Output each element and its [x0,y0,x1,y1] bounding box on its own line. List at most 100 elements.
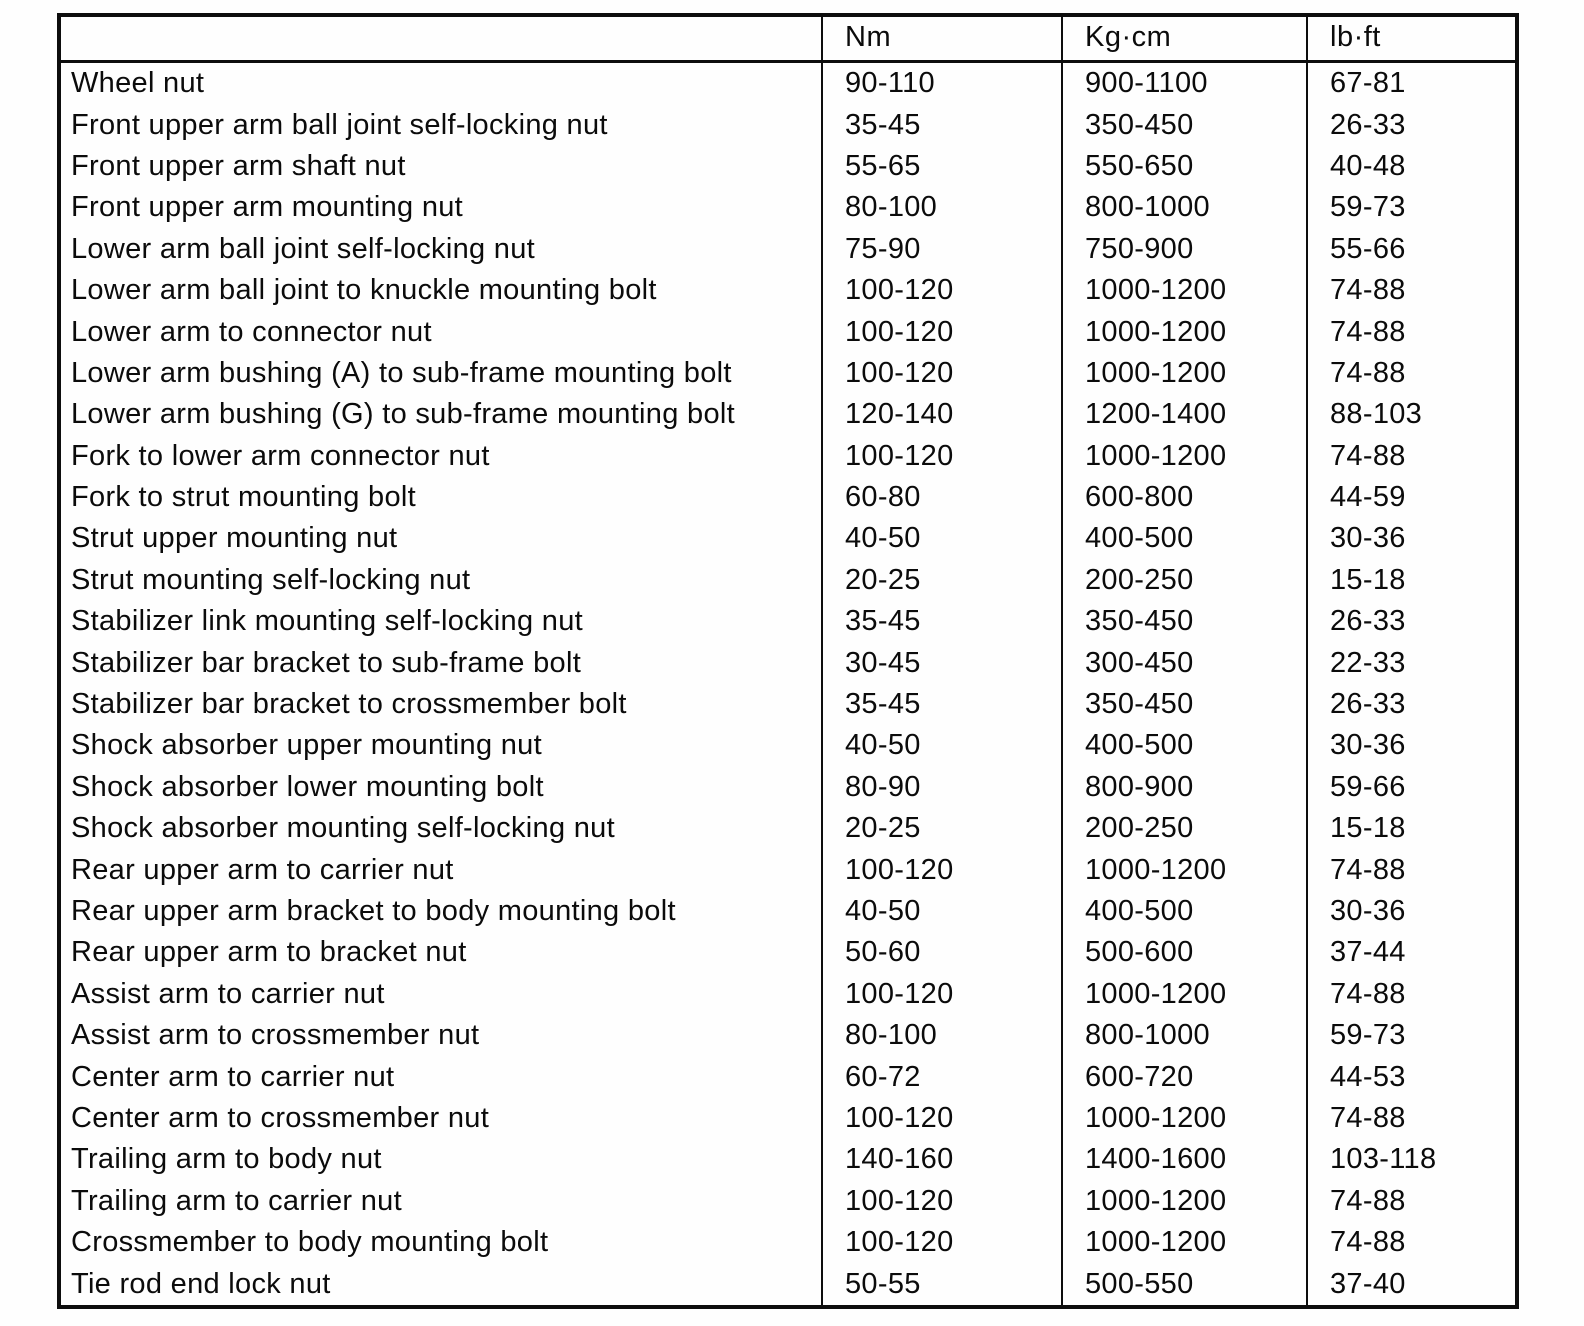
table-row: Assist arm to carrier nut 100-120 1000-120… [59,973,1517,1015]
lbft-cell: 26-33 [1306,683,1517,726]
table-row: Shock absorber upper mounting nut 40-50 40… [59,725,1517,767]
table-row: Lower arm bushing (A) to sub-frame mount… [59,352,1517,395]
lbft-cell: 74-88 [1306,352,1517,395]
name-cell: Rear upper arm bracket to body mounting … [71,895,676,927]
nm-cell: 35-45 [821,683,1062,726]
name-cell: Shock absorber upper mounting nut [71,729,542,762]
table-row: Stabilizer bar bracket to sub-frame bolt… [59,642,1517,684]
name-cell: Stabilizer bar bracket to sub-frame bolt [71,646,582,679]
table-row: Strut mounting self-locking nut 20-25 200-… [59,559,1517,602]
name-cell: Tie rod end lock nut [71,1267,331,1300]
table-row: Fork to lower arm connector nut 100-120 10… [59,435,1517,477]
table-row: Front upper arm mounting nut 80-100 800-10… [59,187,1517,229]
kgcm-cell: 1000-1200 [1061,1097,1307,1140]
name-cell: Lower arm ball joint to knuckle mounting… [71,274,657,307]
nm-cell: 140-160 [821,1139,1062,1181]
name-cell: Front upper arm shaft nut [71,149,406,182]
nm-cell: 75-90 [821,228,1062,270]
nm-cell: 100-120 [821,269,1062,312]
table-row: Shock absorber mounting self-locking nut… [59,808,1517,850]
name-cell: Center arm to carrier nut [71,1060,395,1093]
nm-cell: 80-100 [821,187,1062,229]
name-cell: Lower arm to connector nut [71,315,432,348]
name-cell: Stabilizer link mounting self-locking nu… [71,605,583,638]
lbft-cell: 37-44 [1306,932,1517,974]
kgcm-cell: 1000-1200 [1061,269,1307,312]
nm-cell: 40-50 [821,890,1062,933]
name-cell: Assist arm to crossmember nut [71,1019,480,1052]
nm-cell: 80-90 [821,766,1062,809]
kgcm-cell: 1200-1400 [1061,394,1307,436]
lbft-cell: 55-66 [1306,228,1517,270]
kgcm-cell: 800-1000 [1061,187,1307,229]
lbft-cell: 74-88 [1306,1221,1517,1264]
name-cell: Fork to strut mounting bolt [71,481,416,514]
table-row: Trailing arm to carrier nut 100-120 1000-1… [59,1180,1517,1222]
table-row: Center arm to carrier nut 60-72 600-720 44-… [59,1056,1517,1098]
kgcm-cell: 750-900 [1061,228,1307,270]
kgcm-cell: 1000-1200 [1061,311,1307,353]
lbft-cell: 59-73 [1306,1014,1517,1057]
lbft-cell: 59-73 [1306,187,1517,229]
kgcm-cell: 400-500 [1061,518,1307,560]
table-row: Front upper arm ball joint self-locking … [59,104,1517,146]
lbft-cell: 44-53 [1306,1056,1517,1098]
header-cell-kgcm: Kg·cm [1061,15,1307,63]
lbft-cell: 59-66 [1306,766,1517,809]
name-cell: Trailing arm to body nut [71,1143,382,1176]
nm-cell: 80-100 [821,1014,1062,1057]
kgcm-cell: 550-650 [1061,145,1307,188]
lbft-cell: 26-33 [1306,104,1517,146]
lbft-cell: 74-88 [1306,1097,1517,1140]
kgcm-cell: 350-450 [1061,683,1307,726]
kgcm-cell: 400-500 [1061,725,1307,767]
nm-cell: 40-50 [821,725,1062,767]
nm-cell: 90-110 [821,61,1062,105]
name-cell: Rear upper arm to carrier nut [71,853,454,886]
name-cell: Front upper arm ball joint self-locking … [71,108,608,141]
nm-cell: 100-120 [821,849,1062,891]
header-cell-empty [59,15,822,63]
table-row: Stabilizer link mounting self-locking nu… [59,601,1517,643]
nm-cell: 100-120 [821,311,1062,353]
kgcm-cell: 1000-1200 [1061,352,1307,395]
header-row: Nm Kg·cm lb·ft [59,15,1517,63]
nm-cell: 20-25 [821,559,1062,602]
table-row: Strut upper mounting nut 40-50 400-500 30-3… [59,518,1517,560]
kgcm-cell: 200-250 [1061,559,1307,602]
table-row: Fork to strut mounting bolt 60-80 600-800 4… [59,476,1517,519]
name-cell: Fork to lower arm connector nut [71,439,490,472]
nm-cell: 100-120 [821,1097,1062,1140]
lbft-cell: 15-18 [1306,559,1517,602]
nm-cell: 35-45 [821,601,1062,643]
table-row: Crossmember to body mounting bolt 100-120… [59,1221,1517,1264]
kgcm-cell: 1000-1200 [1061,849,1307,891]
torque-spec-table: Nm Kg·cm lb·ft Wheel nut 90-110 900-1100 67… [57,13,1519,1309]
table-row: Tie rod end lock nut 50-55 500-550 37-40 [59,1263,1517,1307]
name-cell: Shock absorber lower mounting bolt [71,770,544,803]
kgcm-cell: 300-450 [1061,642,1307,684]
kgcm-cell: 600-720 [1061,1056,1307,1098]
table-row: Wheel nut 90-110 900-1100 67-81 [59,61,1517,105]
lbft-cell: 74-88 [1306,311,1517,353]
nm-cell: 100-120 [821,1180,1062,1222]
header-cell-nm: Nm [821,15,1062,63]
kgcm-cell: 350-450 [1061,104,1307,146]
table-row: Lower arm to connector nut 100-120 1000-12… [59,311,1517,353]
nm-cell: 20-25 [821,808,1062,850]
nm-cell: 50-60 [821,932,1062,974]
name-cell: Stabilizer bar bracket to crossmember bo… [71,688,627,721]
table-header: Nm Kg·cm lb·ft [59,15,1517,63]
table-row: Front upper arm shaft nut 55-65 550-650 40-… [59,145,1517,188]
table-row: Trailing arm to body nut 140-160 1400-1600… [59,1139,1517,1181]
name-cell: Shock absorber mounting self-locking nut [71,812,615,845]
name-cell: Strut upper mounting nut [71,522,398,555]
kgcm-cell: 350-450 [1061,601,1307,643]
kgcm-cell: 800-900 [1061,766,1307,809]
name-cell: Assist arm to carrier nut [71,977,385,1010]
lbft-cell: 22-33 [1306,642,1517,684]
nm-cell: 60-72 [821,1056,1062,1098]
lbft-cell: 74-88 [1306,1180,1517,1222]
lbft-cell: 74-88 [1306,849,1517,891]
